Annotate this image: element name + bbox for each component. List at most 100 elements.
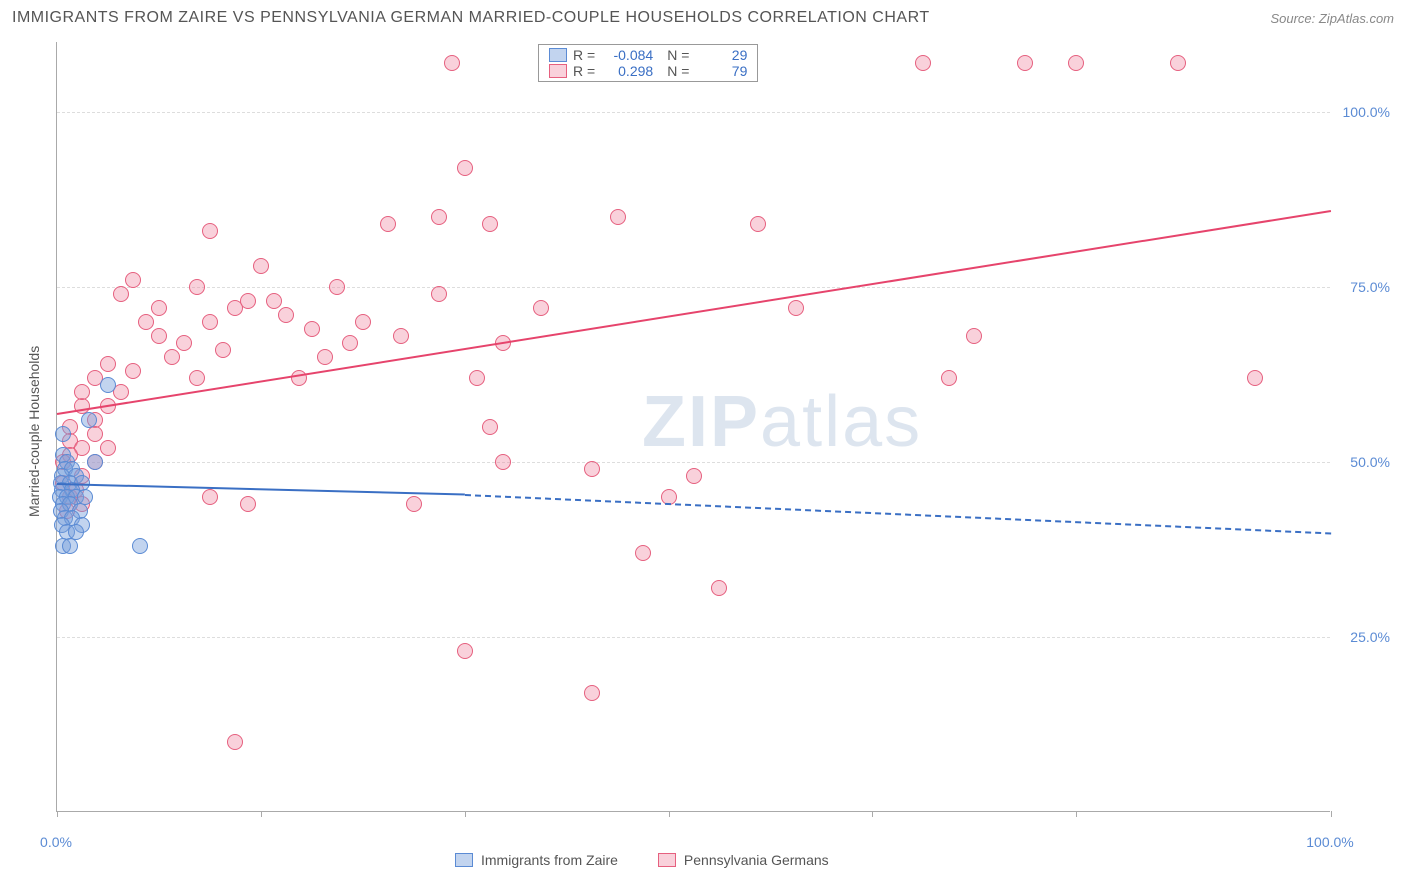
swatch-blue	[549, 48, 567, 62]
legend-row-blue: R = -0.084 N = 29	[549, 47, 747, 63]
data-point-pink	[125, 363, 141, 379]
gridline	[57, 637, 1330, 638]
data-point-pink	[915, 55, 931, 71]
gridline	[57, 112, 1330, 113]
data-point-pink	[227, 734, 243, 750]
data-point-pink	[100, 356, 116, 372]
data-point-pink	[87, 426, 103, 442]
data-point-pink	[431, 286, 447, 302]
x-tick	[1076, 811, 1077, 817]
data-point-pink	[495, 454, 511, 470]
data-point-pink	[469, 370, 485, 386]
data-point-pink	[788, 300, 804, 316]
data-point-pink	[215, 342, 231, 358]
data-point-pink	[1068, 55, 1084, 71]
data-point-pink	[1247, 370, 1263, 386]
data-point-pink	[189, 279, 205, 295]
x-tick	[1331, 811, 1332, 817]
x-tick-label: 0.0%	[40, 834, 72, 850]
data-point-pink	[278, 307, 294, 323]
r-label: R =	[573, 47, 595, 63]
data-point-pink	[202, 314, 218, 330]
y-tick-label: 75.0%	[1350, 279, 1390, 295]
trendline-pink	[57, 210, 1331, 415]
y-tick-label: 100.0%	[1343, 104, 1390, 120]
x-tick	[669, 811, 670, 817]
data-point-blue	[81, 412, 97, 428]
r-value-blue: -0.084	[601, 47, 653, 63]
data-point-pink	[240, 293, 256, 309]
n-value-blue: 29	[695, 47, 747, 63]
data-point-pink	[686, 468, 702, 484]
data-point-pink	[125, 272, 141, 288]
data-point-pink	[1017, 55, 1033, 71]
data-point-pink	[100, 440, 116, 456]
legend-item-pink: Pennsylvania Germans	[658, 852, 829, 868]
x-tick	[261, 811, 262, 817]
swatch-blue	[455, 853, 473, 867]
data-point-pink	[533, 300, 549, 316]
data-point-pink	[482, 216, 498, 232]
data-point-pink	[1170, 55, 1186, 71]
data-point-pink	[444, 55, 460, 71]
data-point-pink	[457, 160, 473, 176]
data-point-pink	[304, 321, 320, 337]
n-value-pink: 79	[695, 63, 747, 79]
x-tick	[465, 811, 466, 817]
data-point-pink	[317, 349, 333, 365]
legend-row-pink: R = 0.298 N = 79	[549, 63, 747, 79]
y-axis-label: Married-couple Households	[26, 346, 42, 517]
data-point-blue	[132, 538, 148, 554]
trendline-blue-dashed	[465, 494, 1331, 534]
gridline	[57, 287, 1330, 288]
data-point-blue	[100, 377, 116, 393]
scatter-plot: 25.0%50.0%75.0%100.0%	[56, 42, 1330, 812]
n-label: N =	[667, 47, 689, 63]
x-tick	[57, 811, 58, 817]
chart-header: IMMIGRANTS FROM ZAIRE VS PENNSYLVANIA GE…	[0, 0, 1406, 36]
data-point-pink	[202, 489, 218, 505]
data-point-pink	[342, 335, 358, 351]
data-point-pink	[189, 370, 205, 386]
y-tick-label: 50.0%	[1350, 454, 1390, 470]
data-point-pink	[355, 314, 371, 330]
data-point-pink	[202, 223, 218, 239]
data-point-pink	[610, 209, 626, 225]
r-value-pink: 0.298	[601, 63, 653, 79]
data-point-pink	[584, 461, 600, 477]
legend-label-pink: Pennsylvania Germans	[684, 852, 829, 868]
data-point-pink	[406, 496, 422, 512]
legend-item-blue: Immigrants from Zaire	[455, 852, 618, 868]
data-point-pink	[151, 300, 167, 316]
data-point-pink	[750, 216, 766, 232]
y-tick-label: 25.0%	[1350, 629, 1390, 645]
data-point-pink	[941, 370, 957, 386]
data-point-pink	[74, 384, 90, 400]
correlation-legend: R = -0.084 N = 29 R = 0.298 N = 79	[538, 44, 758, 82]
data-point-pink	[584, 685, 600, 701]
n-label: N =	[667, 63, 689, 79]
data-point-pink	[431, 209, 447, 225]
data-point-pink	[138, 314, 154, 330]
gridline	[57, 462, 1330, 463]
data-point-pink	[482, 419, 498, 435]
data-point-pink	[380, 216, 396, 232]
data-point-blue	[87, 454, 103, 470]
x-tick-label: 100.0%	[1306, 834, 1353, 850]
data-point-blue	[55, 426, 71, 442]
data-point-pink	[635, 545, 651, 561]
data-point-pink	[329, 279, 345, 295]
chart-source: Source: ZipAtlas.com	[1270, 11, 1394, 26]
data-point-pink	[151, 328, 167, 344]
data-point-pink	[711, 580, 727, 596]
data-point-pink	[393, 328, 409, 344]
data-point-blue	[62, 538, 78, 554]
series-legend: Immigrants from Zaire Pennsylvania Germa…	[455, 852, 829, 868]
swatch-pink	[658, 853, 676, 867]
chart-title: IMMIGRANTS FROM ZAIRE VS PENNSYLVANIA GE…	[12, 9, 930, 27]
r-label: R =	[573, 63, 595, 79]
swatch-pink	[549, 64, 567, 78]
data-point-pink	[966, 328, 982, 344]
data-point-pink	[164, 349, 180, 365]
legend-label-blue: Immigrants from Zaire	[481, 852, 618, 868]
